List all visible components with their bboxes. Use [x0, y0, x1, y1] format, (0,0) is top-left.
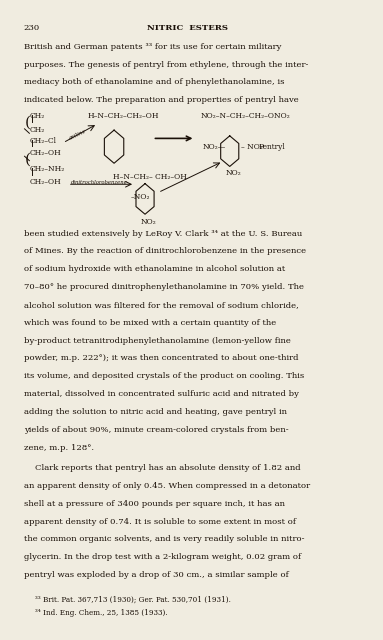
Text: of sodium hydroxide with ethanolamine in alcohol solution at: of sodium hydroxide with ethanolamine in… — [24, 265, 285, 273]
Text: ³³ Brit. Pat. 367,713 (1930); Ger. Pat. 530,701 (1931).: ³³ Brit. Pat. 367,713 (1930); Ger. Pat. … — [35, 595, 231, 604]
Text: H–N–CH₂–CH₂–OH: H–N–CH₂–CH₂–OH — [87, 112, 159, 120]
Text: –NO₂: –NO₂ — [131, 193, 151, 200]
Text: glycerin. In the drop test with a 2-kilogram weight, 0.02 gram of: glycerin. In the drop test with a 2-kilo… — [24, 553, 301, 561]
Text: NITRIC  ESTERS: NITRIC ESTERS — [147, 24, 228, 32]
Text: CH₂–Cl: CH₂–Cl — [29, 137, 56, 145]
Text: NO₂—: NO₂— — [203, 143, 226, 151]
Text: CH₂–OH: CH₂–OH — [29, 149, 61, 157]
Text: alcohol solution was filtered for the removal of sodium chloride,: alcohol solution was filtered for the re… — [24, 301, 299, 309]
Text: pentryl was exploded by a drop of 30 cm., a similar sample of: pentryl was exploded by a drop of 30 cm.… — [24, 571, 288, 579]
Text: powder, m.p. 222°); it was then concentrated to about one-third: powder, m.p. 222°); it was then concentr… — [24, 355, 298, 362]
Text: dinitrochlorobenzene: dinitrochlorobenzene — [70, 180, 127, 185]
Text: aniline: aniline — [68, 129, 87, 141]
Text: ³⁴ Ind. Eng. Chem., 25, 1385 (1933).: ³⁴ Ind. Eng. Chem., 25, 1385 (1933). — [35, 609, 168, 618]
Text: Pentryl: Pentryl — [258, 143, 285, 151]
Text: its volume, and deposited crystals of the product on cooling. This: its volume, and deposited crystals of th… — [24, 372, 304, 380]
Text: 70–80° he procured dinitrophenylethanolamine in 70% yield. The: 70–80° he procured dinitrophenylethanola… — [24, 283, 304, 291]
Text: apparent density of 0.74. It is soluble to some extent in most of: apparent density of 0.74. It is soluble … — [24, 518, 296, 525]
Text: CH₂–OH: CH₂–OH — [29, 178, 61, 186]
Text: shell at a pressure of 3400 pounds per square inch, it has an: shell at a pressure of 3400 pounds per s… — [24, 500, 285, 508]
Text: NO₂: NO₂ — [225, 169, 241, 177]
Text: CH₂: CH₂ — [29, 125, 45, 134]
Text: been studied extensively by LeRoy V. Clark ³⁴ at the U. S. Bureau: been studied extensively by LeRoy V. Cla… — [24, 230, 302, 237]
Text: 230: 230 — [24, 24, 40, 32]
Text: material, dissolved in concentrated sulfuric acid and nitrated by: material, dissolved in concentrated sulf… — [24, 390, 299, 398]
Text: zene, m.p. 128°.: zene, m.p. 128°. — [24, 444, 94, 452]
Text: CH₂–NH₂: CH₂–NH₂ — [29, 164, 65, 173]
Text: of Mines. By the reaction of dinitrochlorobenzene in the presence: of Mines. By the reaction of dinitrochlo… — [24, 247, 306, 255]
Text: by-product tetranitrodiphenylethanolamine (lemon-yellow fine: by-product tetranitrodiphenylethanolamin… — [24, 337, 291, 344]
Text: an apparent density of only 0.45. When compressed in a detonator: an apparent density of only 0.45. When c… — [24, 482, 310, 490]
Text: indicated below. The preparation and properties of pentryl have: indicated below. The preparation and pro… — [24, 97, 298, 104]
Text: (: ( — [25, 115, 31, 129]
Text: purposes. The genesis of pentryl from ethylene, through the inter-: purposes. The genesis of pentryl from et… — [24, 61, 308, 68]
Text: – NO₂: – NO₂ — [241, 143, 263, 151]
Text: British and German patents ³³ for its use for certain military: British and German patents ³³ for its us… — [24, 43, 281, 51]
Text: NO₂: NO₂ — [141, 218, 156, 226]
Text: which was found to be mixed with a certain quantity of the: which was found to be mixed with a certa… — [24, 319, 276, 327]
Text: NO₂–N–CH₂–CH₂–ONO₂: NO₂–N–CH₂–CH₂–ONO₂ — [201, 112, 291, 120]
Text: (: ( — [25, 153, 31, 167]
Text: CH₂: CH₂ — [29, 112, 45, 120]
Text: H–N–CH₂– CH₂–OH: H–N–CH₂– CH₂–OH — [113, 173, 187, 181]
Text: adding the solution to nitric acid and heating, gave pentryl in: adding the solution to nitric acid and h… — [24, 408, 287, 416]
Text: the common organic solvents, and is very readily soluble in nitro-: the common organic solvents, and is very… — [24, 536, 304, 543]
Text: Clark reports that pentryl has an absolute density of 1.82 and: Clark reports that pentryl has an absolu… — [24, 464, 300, 472]
Text: yields of about 90%, minute cream-colored crystals from ben-: yields of about 90%, minute cream-colore… — [24, 426, 288, 434]
Text: mediacy both of ethanolamine and of phenylethanolamine, is: mediacy both of ethanolamine and of phen… — [24, 79, 284, 86]
